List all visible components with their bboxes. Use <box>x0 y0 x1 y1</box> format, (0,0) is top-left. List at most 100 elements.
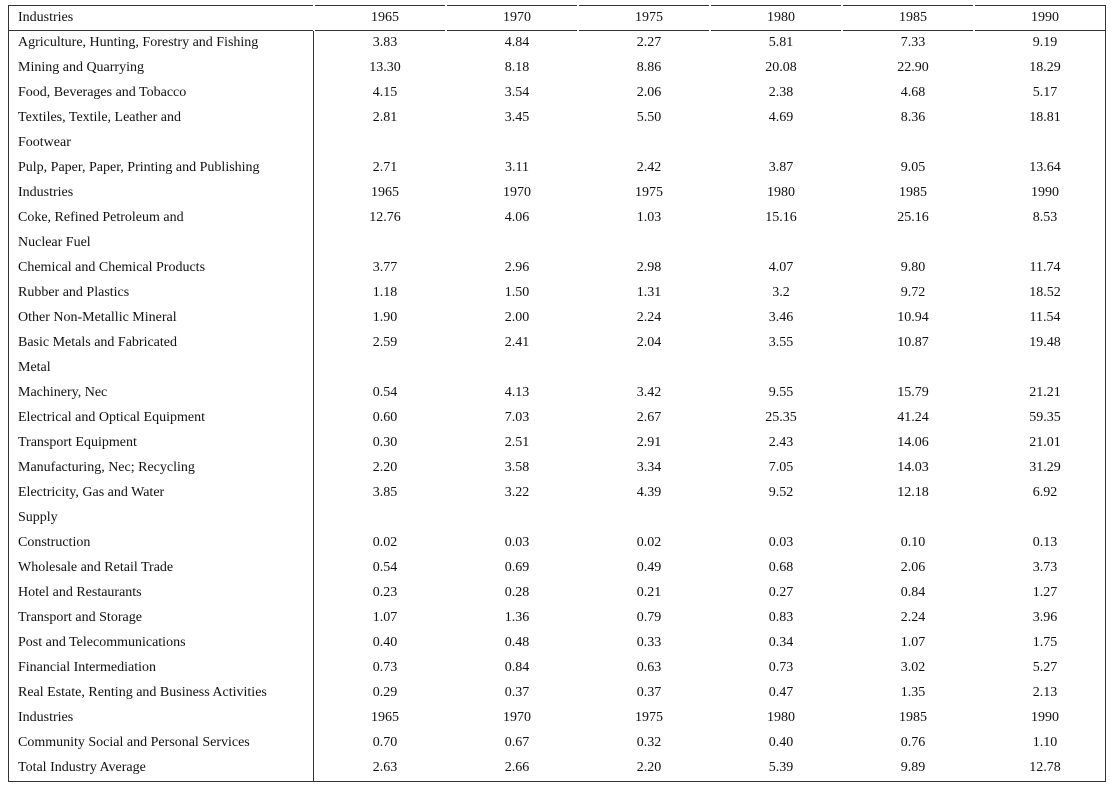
value-cell: 0.34 <box>768 635 794 650</box>
value-cell: 2.20 <box>372 460 398 475</box>
value-cell: 3.55 <box>768 335 794 350</box>
value-cell: 2.24 <box>636 310 662 325</box>
value-cell: 0.40 <box>372 635 398 650</box>
value-cell: 3.02 <box>900 660 926 675</box>
value-cell: 3.2 <box>772 285 790 300</box>
value-cell: 5.50 <box>636 110 662 125</box>
value-cell: 0.30 <box>372 435 398 450</box>
header-rule <box>975 30 1105 31</box>
value-cell: 19.48 <box>1029 335 1061 350</box>
row-label: Industries <box>18 710 74 725</box>
value-cell: 0.10 <box>900 535 926 550</box>
value-cell: 1975 <box>635 710 663 725</box>
header-cell: 1990 <box>1031 10 1059 25</box>
value-cell: 2.00 <box>504 310 530 325</box>
border <box>8 781 1106 782</box>
value-cell: 2.63 <box>372 760 398 775</box>
value-cell: 0.03 <box>504 535 530 550</box>
value-cell: 10.87 <box>897 335 929 350</box>
row-label: Food, Beverages and Tobacco <box>18 85 187 100</box>
value-cell: 1.35 <box>900 685 926 700</box>
header-cell: 1965 <box>371 10 399 25</box>
value-cell: 2.71 <box>372 160 398 175</box>
value-cell: 0.60 <box>372 410 398 425</box>
row-label: Industries <box>18 185 74 200</box>
value-cell: 1990 <box>1031 710 1059 725</box>
header-cell: 1980 <box>767 10 795 25</box>
row-label: Coke, Refined Petroleum and <box>18 210 184 225</box>
value-cell: 59.35 <box>1029 410 1061 425</box>
value-cell: 8.36 <box>900 110 926 125</box>
value-cell: 0.02 <box>372 535 398 550</box>
row-label: Agriculture, Hunting, Forestry and Fishi… <box>18 35 259 50</box>
value-cell: 18.29 <box>1029 60 1061 75</box>
value-cell: 21.01 <box>1029 435 1061 450</box>
value-cell: 2.38 <box>768 85 794 100</box>
header-rule <box>8 5 313 6</box>
value-cell: 0.69 <box>504 560 530 575</box>
value-cell: 0.48 <box>504 635 530 650</box>
value-cell: 13.64 <box>1029 160 1061 175</box>
value-cell: 2.81 <box>372 110 398 125</box>
header-rule <box>579 5 709 6</box>
value-cell: 0.47 <box>768 685 794 700</box>
value-cell: 0.29 <box>372 685 398 700</box>
value-cell: 0.84 <box>504 660 530 675</box>
row-label: Pulp, Paper, Paper, Printing and Publish… <box>18 160 260 175</box>
value-cell: 1980 <box>767 185 795 200</box>
value-cell: 10.94 <box>897 310 929 325</box>
value-cell: 8.53 <box>1032 210 1058 225</box>
row-label: Nuclear Fuel <box>18 235 91 250</box>
border <box>1105 5 1106 781</box>
value-cell: 13.30 <box>369 60 401 75</box>
value-cell: 2.59 <box>372 335 398 350</box>
value-cell: 8.18 <box>504 60 530 75</box>
value-cell: 2.42 <box>636 160 662 175</box>
value-cell: 7.03 <box>504 410 530 425</box>
value-cell: 4.69 <box>768 110 794 125</box>
value-cell: 9.89 <box>900 760 926 775</box>
value-cell: 3.73 <box>1032 560 1058 575</box>
value-cell: 8.86 <box>636 60 662 75</box>
value-cell: 5.81 <box>768 35 794 50</box>
value-cell: 5.27 <box>1032 660 1058 675</box>
value-cell: 2.06 <box>636 85 662 100</box>
value-cell: 3.96 <box>1032 610 1058 625</box>
value-cell: 18.81 <box>1029 110 1061 125</box>
value-cell: 3.85 <box>372 485 398 500</box>
header-rule <box>315 5 445 6</box>
value-cell: 3.45 <box>504 110 530 125</box>
value-cell: 2.20 <box>636 760 662 775</box>
header-rule <box>8 30 313 31</box>
value-cell: 2.96 <box>504 260 530 275</box>
value-cell: 0.28 <box>504 585 530 600</box>
value-cell: 4.15 <box>372 85 398 100</box>
value-cell: 2.51 <box>504 435 530 450</box>
value-cell: 0.37 <box>636 685 662 700</box>
value-cell: 1.07 <box>900 635 926 650</box>
value-cell: 11.54 <box>1029 310 1061 325</box>
value-cell: 4.39 <box>636 485 662 500</box>
row-label: Total Industry Average <box>18 760 146 775</box>
value-cell: 41.24 <box>897 410 929 425</box>
row-label: Electrical and Optical Equipment <box>18 410 205 425</box>
value-cell: 0.49 <box>636 560 662 575</box>
value-cell: 2.13 <box>1032 685 1058 700</box>
value-cell: 25.16 <box>897 210 929 225</box>
value-cell: 2.67 <box>636 410 662 425</box>
value-cell: 1.07 <box>372 610 398 625</box>
value-cell: 1.31 <box>636 285 662 300</box>
row-label: Machinery, Nec <box>18 385 108 400</box>
row-label: Chemical and Chemical Products <box>18 260 206 275</box>
value-cell: 2.06 <box>900 560 926 575</box>
value-cell: 9.72 <box>900 285 926 300</box>
value-cell: 4.68 <box>900 85 926 100</box>
value-cell: 1.27 <box>1032 585 1058 600</box>
value-cell: 1.18 <box>372 285 398 300</box>
value-cell: 1.75 <box>1032 635 1058 650</box>
value-cell: 3.42 <box>636 385 662 400</box>
value-cell: 4.06 <box>504 210 530 225</box>
value-cell: 0.83 <box>768 610 794 625</box>
value-cell: 0.32 <box>636 735 662 750</box>
